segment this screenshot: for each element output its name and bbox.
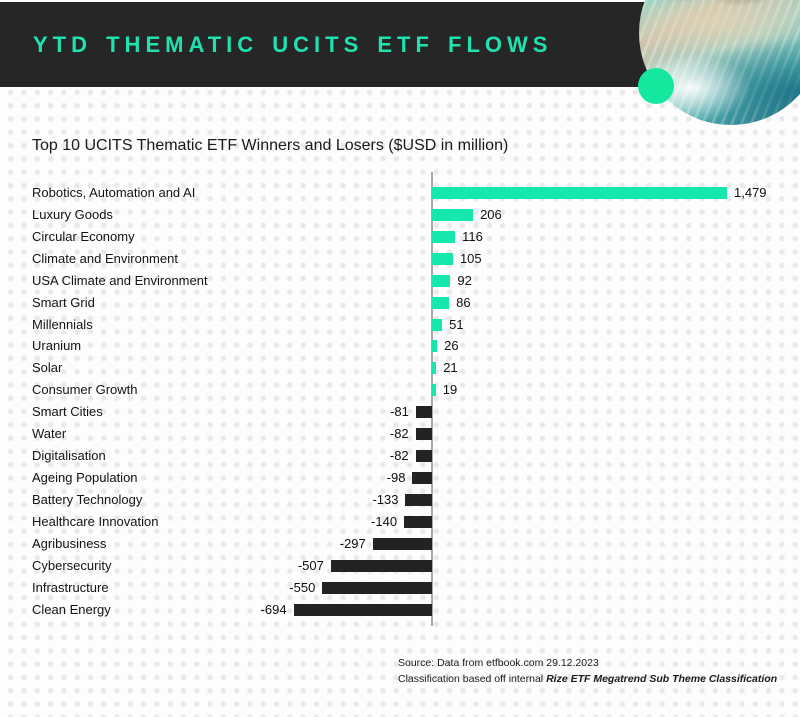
value-label: 86 (456, 294, 471, 310)
bar (432, 186, 727, 199)
classification-line-regular: Classification based off internal (398, 672, 547, 685)
category-label: Battery Technology (32, 492, 143, 508)
value-label: -82 (389, 426, 409, 442)
value-label: 21 (443, 360, 458, 376)
classification-line-emphasis: Rize ETF Megatrend Sub Theme Classificat… (546, 672, 778, 685)
category-label: Clean Energy (32, 601, 111, 617)
source-line: Source: Data from etfbook.com 29.12.2023 (398, 657, 599, 669)
bar (330, 559, 432, 572)
bar (372, 538, 432, 550)
bar (415, 450, 432, 463)
value-label: -140 (371, 514, 398, 530)
header-title: YTD THEMATIC UCITS ETF FLOWS (33, 31, 553, 57)
value-label: -82 (389, 448, 409, 464)
bar (432, 362, 437, 375)
value-label: -98 (386, 470, 406, 486)
bar (322, 581, 432, 594)
value-label: 92 (457, 272, 472, 288)
bar (432, 274, 451, 287)
category-label: Climate and Environment (32, 250, 178, 266)
bar (432, 296, 450, 309)
category-label: USA Climate and Environment (32, 272, 208, 288)
value-label: -297 (339, 536, 366, 551)
category-label: Consumer Growth (32, 382, 138, 398)
category-label: Agribusiness (32, 536, 107, 551)
category-label: Infrastructure (32, 579, 109, 595)
classification-line: Classification based off internal Rize E… (398, 672, 777, 688)
category-label: Robotics, Automation and AI (32, 184, 196, 200)
category-label: Smart Cities (32, 404, 103, 420)
bar (432, 340, 438, 353)
category-label: Cybersecurity (32, 557, 112, 573)
value-label: 116 (462, 228, 483, 244)
value-label: 206 (480, 206, 502, 222)
bar (404, 516, 432, 529)
value-label: 19 (442, 382, 458, 398)
source-note: Source: Data from etfbook.com 29.12.2023… (398, 656, 777, 687)
value-label: 105 (459, 250, 482, 266)
category-label: Ageing Population (32, 470, 138, 486)
category-label: Luxury Goods (32, 206, 113, 222)
bar (432, 208, 474, 221)
category-label: Smart Grid (32, 294, 95, 310)
zero-axis-line (431, 172, 433, 626)
value-label: -550 (289, 579, 316, 595)
value-label: 51 (449, 316, 464, 332)
value-label: -133 (372, 492, 399, 508)
value-label: -81 (390, 404, 409, 420)
bar (415, 428, 432, 441)
bar (432, 318, 443, 331)
value-label: -694 (260, 601, 287, 617)
top-margin-strip (0, 0, 800, 2)
value-label: 1,479 (734, 184, 767, 200)
bar (415, 406, 432, 419)
value-label: 26 (444, 338, 459, 354)
bar (405, 494, 432, 507)
bar (293, 603, 432, 616)
bar (432, 252, 453, 265)
bar (432, 384, 436, 397)
category-label: Healthcare Innovation (32, 514, 159, 530)
category-label: Circular Economy (32, 228, 135, 244)
green-dot-decor (638, 68, 674, 104)
value-label: -507 (297, 557, 324, 573)
category-label: Solar (32, 360, 63, 376)
category-label: Digitalisation (32, 448, 106, 464)
category-label: Millennials (32, 316, 93, 332)
chart-title: Top 10 UCITS Thematic ETF Winners and Lo… (32, 137, 509, 154)
bar (432, 230, 456, 243)
category-label: Uranium (32, 338, 82, 354)
category-label: Water (32, 426, 67, 442)
bar (412, 472, 432, 485)
